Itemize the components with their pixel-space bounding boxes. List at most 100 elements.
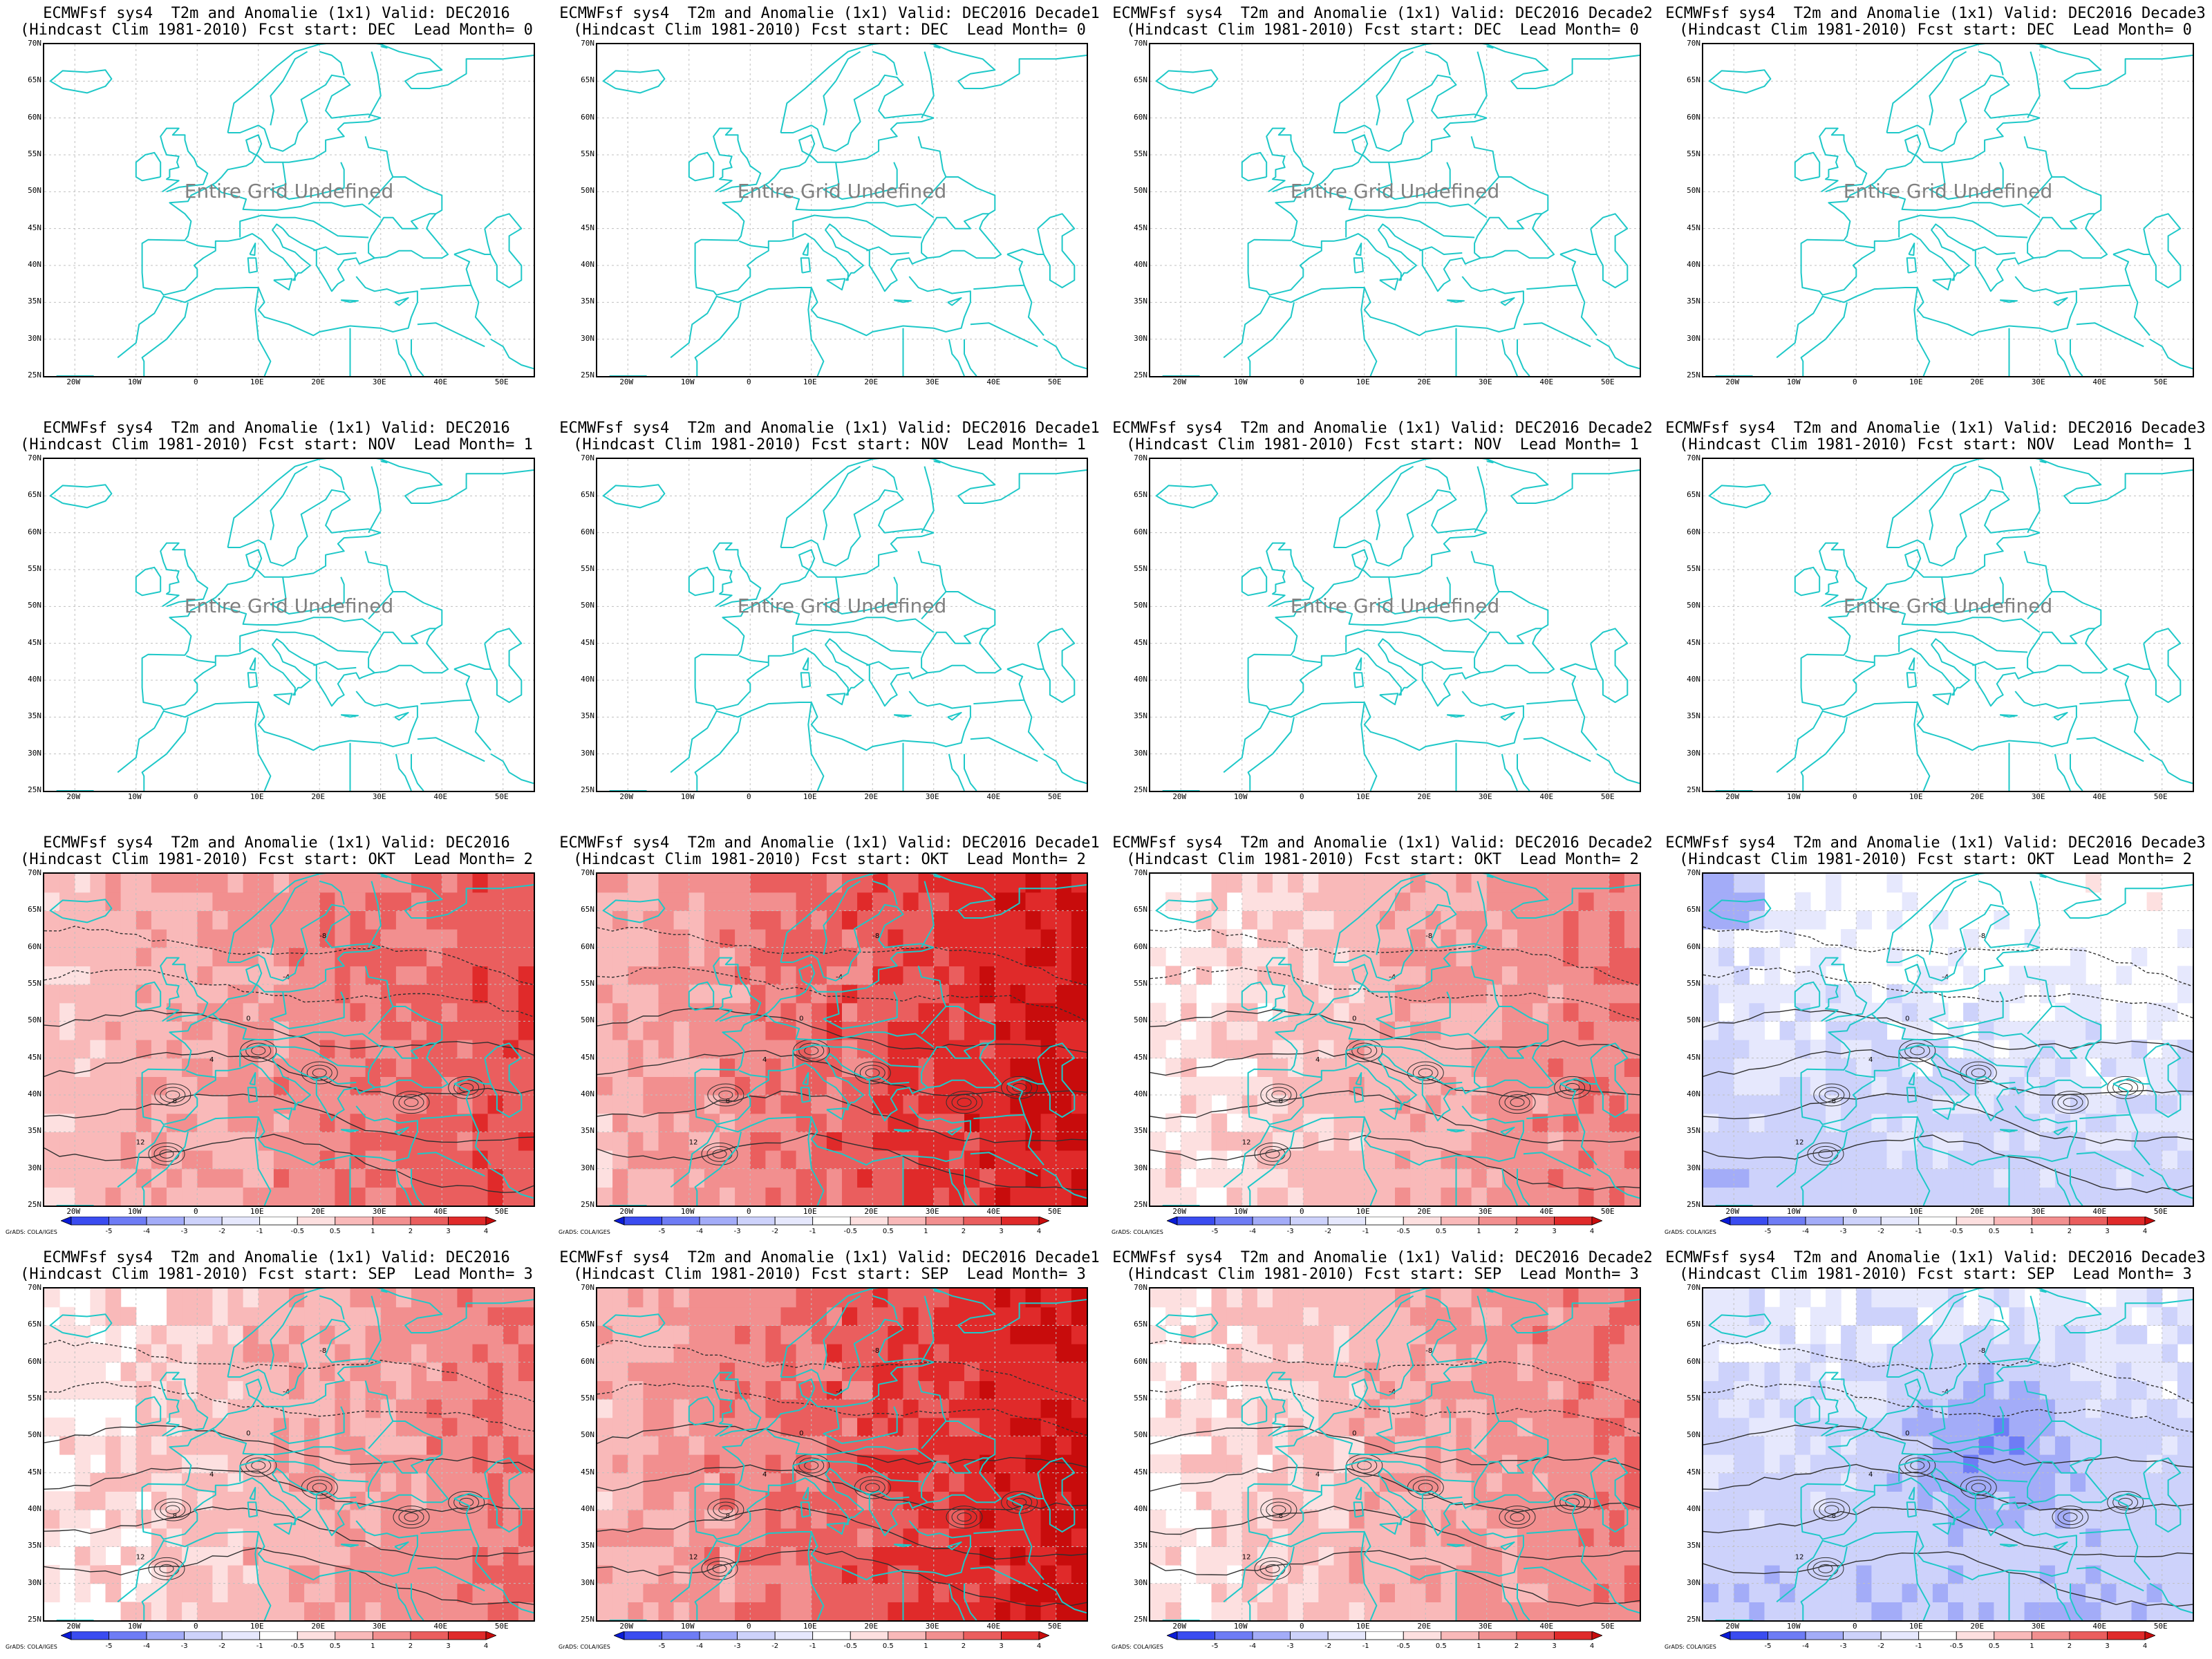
latitude-label: 50N (28, 1015, 41, 1025)
map-frame: 12 8 4 0 -4 -8 (43, 1287, 535, 1622)
latitude-label: 35N (581, 1126, 594, 1136)
longitude-label: 0 (193, 792, 198, 801)
longitude-label: 10W (680, 792, 695, 801)
colorbar-label: 4 (1037, 1642, 1041, 1649)
latitude-label: 70N (28, 1283, 41, 1292)
colorbar-swatch (71, 1216, 109, 1226)
colorbar-label: 1 (1477, 1228, 1481, 1235)
graticule (1150, 874, 1640, 1206)
map-frame: Entire Grid Undefined (1149, 458, 1641, 792)
longitude-label: 0 (1852, 377, 1857, 386)
longitude-label: 0 (746, 1207, 751, 1216)
longitude-label: 10W (127, 377, 142, 386)
colorbar-swatch (1730, 1216, 1768, 1226)
longitude-label: 10W (1233, 377, 1248, 386)
longitude-label: 20E (311, 1622, 326, 1631)
latitude-label: 30N (28, 1163, 41, 1172)
latitude-label: 50N (581, 186, 594, 196)
latitude-label: 70N (581, 1283, 594, 1292)
colorbar-label: -0.5 (1950, 1642, 1964, 1649)
svg-text:-8: -8 (319, 932, 326, 940)
longitude-label: 50E (1600, 792, 1615, 801)
colorbar-label: 0.5 (1436, 1228, 1447, 1235)
latitude-label: 25N (1687, 1615, 1700, 1624)
longitude-label: 10W (127, 1207, 142, 1216)
colorbar-swatch (925, 1216, 964, 1226)
latitude-label: 60N (28, 527, 41, 536)
colorbar-swatch (146, 1631, 185, 1640)
latitude-label: 60N (28, 941, 41, 951)
longitude-label: 50E (1047, 792, 1062, 801)
longitude-label: 30E (372, 792, 386, 801)
colorbar-swatch (1956, 1631, 1995, 1640)
longitude-label: 40E (2092, 377, 2107, 386)
latitude-label: 25N (28, 785, 41, 794)
svg-text:12: 12 (136, 1554, 145, 1562)
colorbar-swatch (1001, 1631, 1040, 1640)
anomaly-shading (1703, 874, 2193, 1206)
graticule (597, 44, 1087, 376)
latitude-label: 35N (28, 297, 41, 306)
colorbar-label: 2 (2068, 1228, 2072, 1235)
longitude-label: 50E (1600, 1622, 1615, 1631)
longitude-label: 40E (433, 1622, 448, 1631)
longitude-label: 20E (1417, 1622, 1432, 1631)
colorbar-swatch (888, 1216, 926, 1226)
map-frame: Entire Grid Undefined (596, 43, 1088, 377)
colorbar-swatch (1001, 1216, 1040, 1226)
longitude-label: 40E (433, 1207, 448, 1216)
svg-text:8: 8 (1279, 1098, 1283, 1105)
panel-title: ECMWFsf sys4 T2m and Anomalie (1x1) Vali… (43, 5, 510, 22)
latitude-label: 65N (581, 905, 594, 915)
latitude-label: 30N (581, 1577, 594, 1587)
longitude-label: 20E (864, 792, 879, 801)
panel-title: ECMWFsf sys4 T2m and Anomalie (1x1) Vali… (1665, 834, 2206, 852)
latitude-label: 40N (581, 260, 594, 269)
longitude-label: 10E (803, 1622, 817, 1631)
latitude-label: 70N (1134, 1283, 1147, 1292)
colorbar-swatch (1365, 1216, 1404, 1226)
longitude-label: 30E (1478, 1207, 1492, 1216)
svg-text:-8: -8 (872, 932, 879, 940)
map-canvas: 12 8 4 0 -4 -8 (1150, 1288, 1640, 1620)
coastlines (1155, 874, 1640, 1206)
longitude-label: 20E (864, 1207, 879, 1216)
panel-title: ECMWFsf sys4 T2m and Anomalie (1x1) Vali… (43, 834, 510, 852)
colorbar-label: 2 (2068, 1642, 2072, 1649)
colorbar-label: -1 (1362, 1228, 1369, 1235)
colorbar-swatch (1177, 1216, 1215, 1226)
latitude-label: 65N (1134, 905, 1147, 915)
colorbar-label: -5 (106, 1642, 113, 1649)
longitude-label: 50E (494, 1207, 509, 1216)
latitude-label: 70N (28, 453, 41, 462)
panel-title: ECMWFsf sys4 T2m and Anomalie (1x1) Vali… (1112, 834, 1653, 852)
latitude-label: 70N (1687, 868, 1700, 877)
colorbar-label: 3 (1552, 1642, 1556, 1649)
longitude-label: 20W (619, 792, 634, 801)
map-frame: 12 8 4 0 -4 -8 (1149, 1287, 1641, 1622)
colorbar-label: -3 (1840, 1228, 1847, 1235)
latitude-label: 65N (1687, 490, 1700, 500)
forecast-panel: ECMWFsf sys4 T2m and Anomalie (1x1) Vali… (1659, 415, 2212, 830)
longitude-label: 30E (372, 1207, 386, 1216)
svg-text:0: 0 (246, 1015, 250, 1023)
longitude-label: 30E (2031, 1622, 2045, 1631)
latitude-label: 55N (1134, 979, 1147, 988)
panel-title: ECMWFsf sys4 T2m and Anomalie (1x1) Vali… (1665, 1249, 2206, 1266)
colorbar-swatch (410, 1216, 449, 1226)
longitude-label: 20E (1970, 1207, 1985, 1216)
longitude-label: 10E (1356, 1207, 1370, 1216)
latitude-label: 25N (1134, 1615, 1147, 1624)
longitude-label: 50E (1600, 1207, 1615, 1216)
latitude-label: 65N (28, 75, 41, 85)
coastlines (602, 1288, 1087, 1620)
longitude-label: 50E (494, 1622, 509, 1631)
latitude-label: 25N (581, 1200, 594, 1209)
longitude-label: 0 (1299, 792, 1304, 801)
longitude-label: 20W (619, 1207, 634, 1216)
map-canvas (1703, 459, 2193, 791)
forecast-panel: ECMWFsf sys4 T2m and Anomalie (1x1) Vali… (1659, 1244, 2212, 1659)
colorbar-swatch (335, 1631, 373, 1640)
colorbar-label: -2 (771, 1642, 778, 1649)
latitude-label: 45N (1687, 1052, 1700, 1062)
